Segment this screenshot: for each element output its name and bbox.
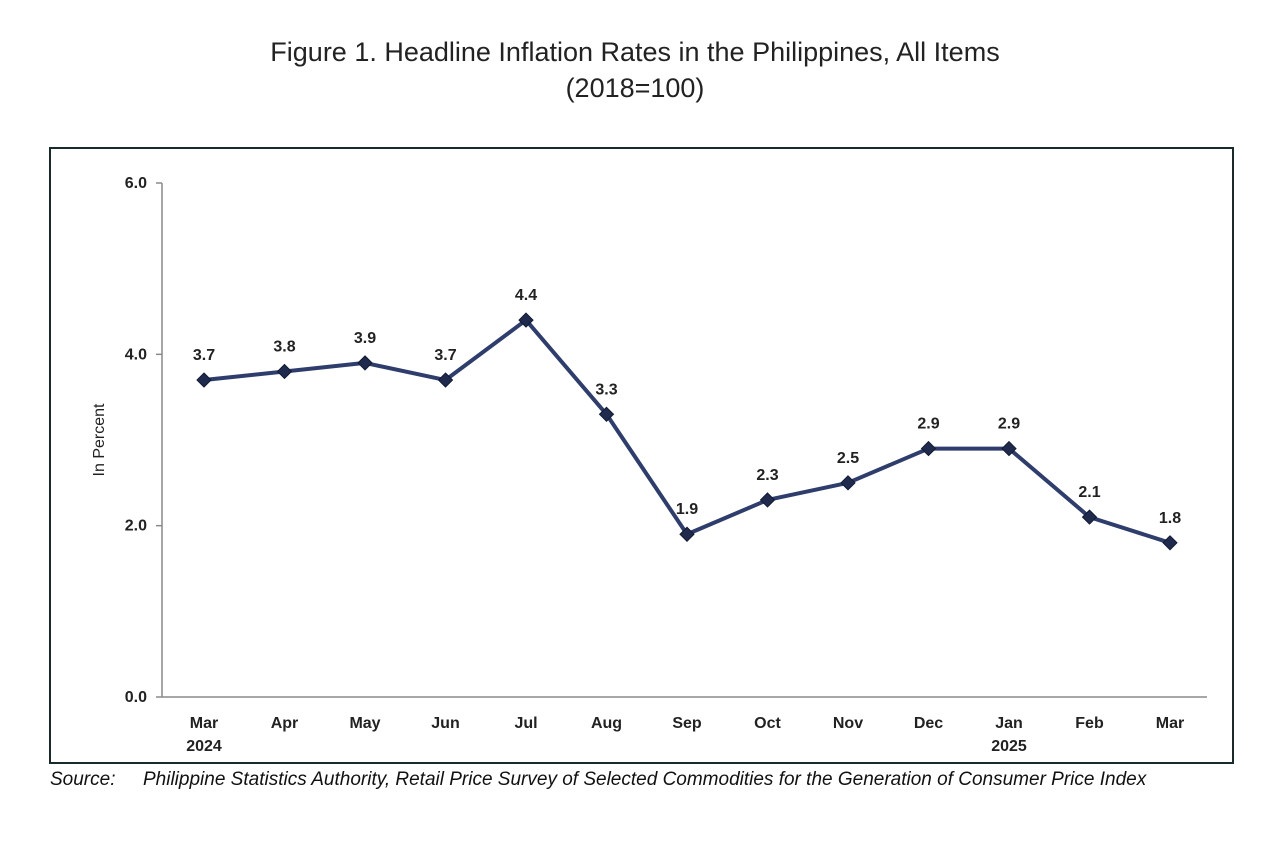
data-label: 2.1 (1078, 484, 1100, 501)
data-point-marker (357, 355, 373, 371)
data-point-marker (759, 492, 776, 508)
chart-frame (49, 147, 1234, 764)
data-point-marker (437, 372, 454, 388)
data-label: 2.9 (917, 416, 939, 433)
data-label: 3.7 (434, 347, 456, 364)
y-tick-label: 4.0 (125, 346, 147, 363)
y-tick-label: 6.0 (125, 175, 147, 192)
x-tick-label: Aug (591, 715, 622, 732)
x-tick-label: Dec (914, 715, 943, 732)
data-point-marker (1081, 509, 1098, 525)
data-label: 2.9 (998, 416, 1020, 433)
data-point-marker (920, 440, 937, 457)
x-tick-label: Oct (754, 715, 781, 732)
data-label: 3.7 (193, 347, 215, 364)
data-point-marker (1162, 535, 1178, 551)
data-label: 2.3 (756, 467, 778, 484)
data-point-marker (518, 312, 534, 328)
data-point-marker (1001, 440, 1017, 457)
data-label: 3.8 (273, 338, 295, 355)
x-tick-year-label: 2025 (991, 738, 1027, 755)
source-label: Source: (50, 769, 116, 790)
data-label: 1.8 (1159, 510, 1181, 527)
x-tick-label: Jan (995, 715, 1023, 732)
series-layer: 3.7 3.8 3.9 3.7 4.4 3.3 1.9 2.3 2.5 2.9 2.9 2.1 1.8 (193, 287, 1181, 551)
x-tick-label: Jun (431, 715, 459, 732)
data-label: 3.3 (595, 381, 617, 398)
data-label: 3.9 (354, 330, 376, 347)
data-label: 4.4 (515, 287, 537, 304)
data-point-marker (196, 372, 212, 388)
x-axis-ticks: Mar 2024 Apr May Jun Jul Aug Sep Oct Nov Dec Jan 202… (186, 715, 1184, 755)
x-tick-label: Nov (833, 715, 863, 732)
x-tick-label: Mar (190, 715, 218, 732)
data-point-marker (598, 406, 615, 423)
x-tick-label: Mar (1156, 715, 1184, 732)
y-axis-title: In Percent (91, 403, 108, 476)
x-tick-label: Apr (271, 715, 299, 732)
data-label: 1.9 (676, 501, 698, 518)
chart-subtitle: (2018=100) (565, 73, 705, 103)
x-tick-year-label: 2024 (186, 738, 222, 755)
chart-title: Figure 1. Headline Inflation Rates in th… (270, 37, 1000, 67)
chart-title-block: Figure 1. Headline Inflation Rates in th… (0, 34, 1270, 106)
y-tick-label: 2.0 (125, 518, 147, 535)
data-point-marker (840, 475, 856, 491)
x-tick-label: Feb (1075, 715, 1104, 732)
x-tick-label: Sep (672, 715, 702, 732)
source-text: Philippine Statistics Authority, Retail … (143, 769, 1147, 790)
y-axis-ticks: 0.0 2.0 4.0 6.0 (125, 175, 162, 706)
y-tick-label: 0.0 (125, 689, 147, 706)
data-point-marker (679, 526, 695, 542)
data-point-marker (276, 363, 293, 380)
data-label: 2.5 (837, 450, 859, 467)
x-tick-label: Jul (514, 715, 537, 732)
x-tick-label: May (349, 715, 380, 732)
